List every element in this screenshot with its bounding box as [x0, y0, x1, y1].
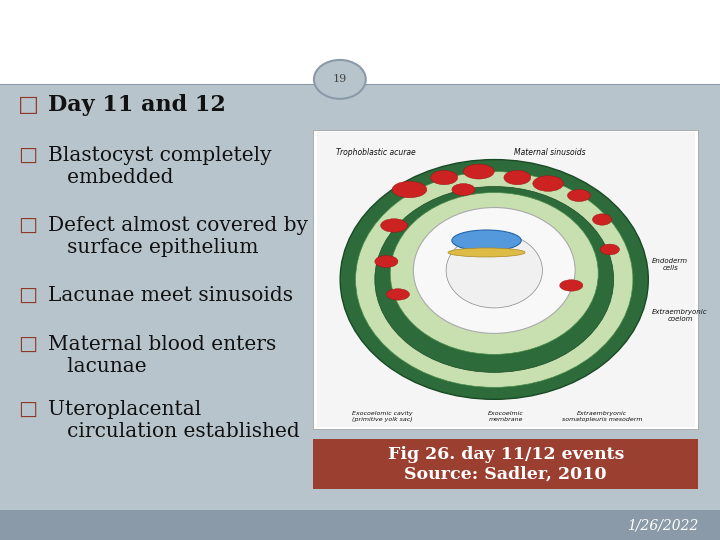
FancyBboxPatch shape — [0, 0, 720, 84]
Ellipse shape — [559, 280, 583, 291]
Text: Lacunae meet sinusoids: Lacunae meet sinusoids — [48, 286, 293, 305]
FancyBboxPatch shape — [317, 132, 695, 427]
Ellipse shape — [446, 233, 542, 308]
Ellipse shape — [392, 181, 427, 198]
Ellipse shape — [504, 170, 531, 185]
Text: 19: 19 — [333, 75, 347, 84]
FancyBboxPatch shape — [313, 439, 698, 489]
Text: Maternal sinusoids: Maternal sinusoids — [513, 147, 585, 157]
Text: □: □ — [18, 335, 37, 354]
Ellipse shape — [533, 176, 564, 191]
Text: □: □ — [18, 400, 37, 419]
Ellipse shape — [340, 160, 648, 399]
Ellipse shape — [375, 186, 613, 373]
Text: Exocoelmic
membrane: Exocoelmic membrane — [488, 411, 523, 422]
Text: Day 11 and 12: Day 11 and 12 — [48, 94, 226, 117]
Text: Blastocyst completely
   embedded: Blastocyst completely embedded — [48, 146, 272, 187]
Ellipse shape — [452, 230, 521, 251]
Text: □: □ — [18, 286, 37, 305]
Text: □: □ — [18, 146, 37, 165]
Text: Extraembryonic
coelom: Extraembryonic coelom — [652, 309, 708, 322]
Text: Endoderm
cells: Endoderm cells — [652, 258, 688, 271]
Ellipse shape — [381, 219, 408, 232]
Text: 1/26/2022: 1/26/2022 — [627, 518, 698, 532]
Text: Uteroplacental
   circulation established: Uteroplacental circulation established — [48, 400, 300, 441]
Text: □: □ — [18, 94, 39, 117]
FancyBboxPatch shape — [0, 510, 720, 540]
Text: Trophoblastic acurae: Trophoblastic acurae — [336, 147, 416, 157]
Ellipse shape — [464, 164, 494, 179]
Text: Fig 26. day 11/12 events
Source: Sadler, 2010: Fig 26. day 11/12 events Source: Sadler,… — [387, 446, 624, 482]
Ellipse shape — [448, 248, 525, 257]
Ellipse shape — [600, 244, 619, 255]
Ellipse shape — [356, 172, 633, 387]
Ellipse shape — [387, 289, 410, 300]
Text: Exocoelomic cavity
(primitive yolk sac): Exocoelomic cavity (primitive yolk sac) — [352, 411, 413, 422]
Ellipse shape — [452, 184, 475, 195]
Ellipse shape — [431, 170, 458, 185]
Text: Defect almost covered by
   surface epithelium: Defect almost covered by surface epithel… — [48, 216, 308, 257]
Text: Extraembryonic
somatopleuris mesoderm: Extraembryonic somatopleuris mesoderm — [562, 411, 642, 422]
Ellipse shape — [413, 207, 575, 333]
Ellipse shape — [593, 214, 612, 225]
Ellipse shape — [567, 190, 590, 201]
Ellipse shape — [375, 255, 398, 267]
Ellipse shape — [390, 193, 598, 354]
Circle shape — [314, 60, 366, 99]
Text: Maternal blood enters
   lacunae: Maternal blood enters lacunae — [48, 335, 276, 376]
Text: □: □ — [18, 216, 37, 235]
FancyBboxPatch shape — [313, 130, 698, 429]
